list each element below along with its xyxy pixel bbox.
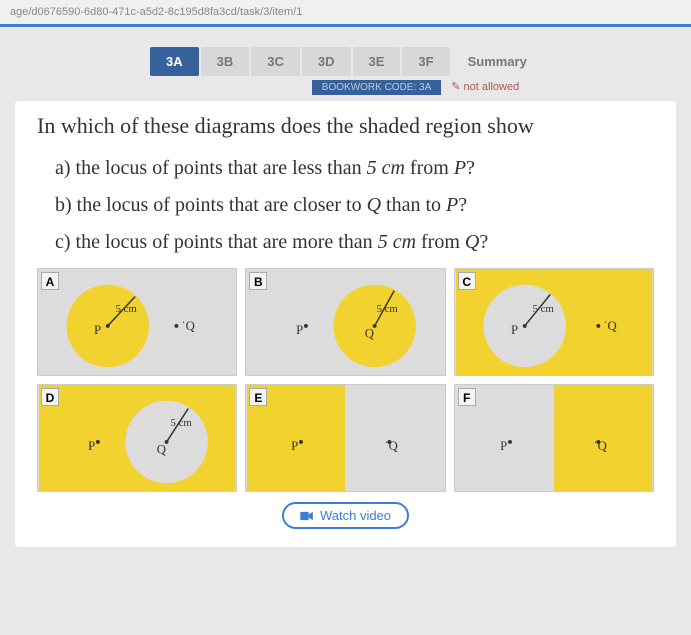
svg-text:˙Q: ˙Q (181, 319, 194, 333)
diagram-label-d: D (41, 388, 59, 406)
svg-text:Q: Q (365, 327, 374, 341)
diagram-c-svg: P 5 cm ˙Q (455, 269, 653, 375)
bookwork-code: BOOKWORK CODE: 3A (312, 80, 441, 95)
question-main: In which of these diagrams does the shad… (37, 113, 654, 139)
svg-text:P˙: P˙ (296, 323, 307, 337)
diagram-e[interactable]: E P˙ ˙Q (245, 384, 445, 492)
url-path: age/d0676590-6d80-471c-a5d2-8c195d8fa3cd… (0, 0, 691, 27)
svg-text:˙Q: ˙Q (385, 439, 398, 453)
diagram-label-a: A (41, 272, 59, 290)
pencil-cross-icon: ✎ (451, 81, 460, 93)
diagram-a-svg: P 5 cm ˙Q (38, 269, 236, 375)
calculator-not-allowed: ✎ not allowed (451, 80, 519, 95)
tab-3b[interactable]: 3B (201, 47, 250, 76)
svg-text:˙Q: ˙Q (603, 319, 616, 333)
tabs-row: 3A 3B 3C 3D 3E 3F Summary (0, 27, 691, 76)
tab-3a[interactable]: 3A (150, 47, 199, 76)
question-card: In which of these diagrams does the shad… (15, 101, 676, 547)
diagram-d[interactable]: D P˙ 5 cm Q (37, 384, 237, 492)
diagram-f[interactable]: F P˙ ˙Q (454, 384, 654, 492)
diagram-f-svg: P˙ ˙Q (455, 385, 653, 491)
svg-text:5 cm: 5 cm (116, 303, 138, 315)
diagram-e-svg: P˙ ˙Q (246, 385, 444, 491)
diagram-b-svg: P˙ 5 cm Q (246, 269, 444, 375)
question-a: a) the locus of points that are less tha… (55, 157, 654, 180)
svg-text:5 cm: 5 cm (171, 417, 193, 429)
svg-text:P˙: P˙ (292, 439, 303, 453)
question-b: b) the locus of points that are closer t… (55, 194, 654, 217)
diagram-b[interactable]: B P˙ 5 cm Q (245, 268, 445, 376)
tab-3e[interactable]: 3E (353, 47, 401, 76)
diagram-label-f: F (458, 388, 476, 406)
diagram-a[interactable]: A P 5 cm ˙Q (37, 268, 237, 376)
not-allowed-text: not allowed (464, 81, 520, 93)
svg-text:5 cm: 5 cm (532, 303, 554, 315)
svg-text:˙Q: ˙Q (593, 439, 606, 453)
svg-text:P: P (94, 323, 101, 337)
diagram-label-c: C (458, 272, 476, 290)
watch-video-label: Watch video (320, 508, 391, 523)
camera-icon (300, 511, 314, 521)
diagram-c[interactable]: C P 5 cm ˙Q (454, 268, 654, 376)
diagram-label-e: E (249, 388, 267, 406)
tab-3c[interactable]: 3C (251, 47, 300, 76)
svg-text:5 cm: 5 cm (377, 303, 399, 315)
watch-video-button[interactable]: Watch video (282, 502, 409, 529)
sub-row: BOOKWORK CODE: 3A ✎ not allowed (0, 76, 691, 101)
diagram-label-b: B (249, 272, 267, 290)
tab-summary[interactable]: Summary (452, 47, 543, 76)
svg-text:P˙: P˙ (88, 439, 99, 453)
question-c: c) the locus of points that are more tha… (55, 231, 654, 254)
tab-3f[interactable]: 3F (402, 47, 449, 76)
diagrams-grid: A P 5 cm ˙Q B P˙ 5 cm (37, 268, 654, 492)
tab-3d[interactable]: 3D (302, 47, 351, 76)
svg-text:P: P (511, 323, 518, 337)
diagram-d-svg: P˙ 5 cm Q (38, 385, 236, 491)
svg-text:Q: Q (157, 443, 166, 457)
svg-text:P˙: P˙ (500, 439, 511, 453)
